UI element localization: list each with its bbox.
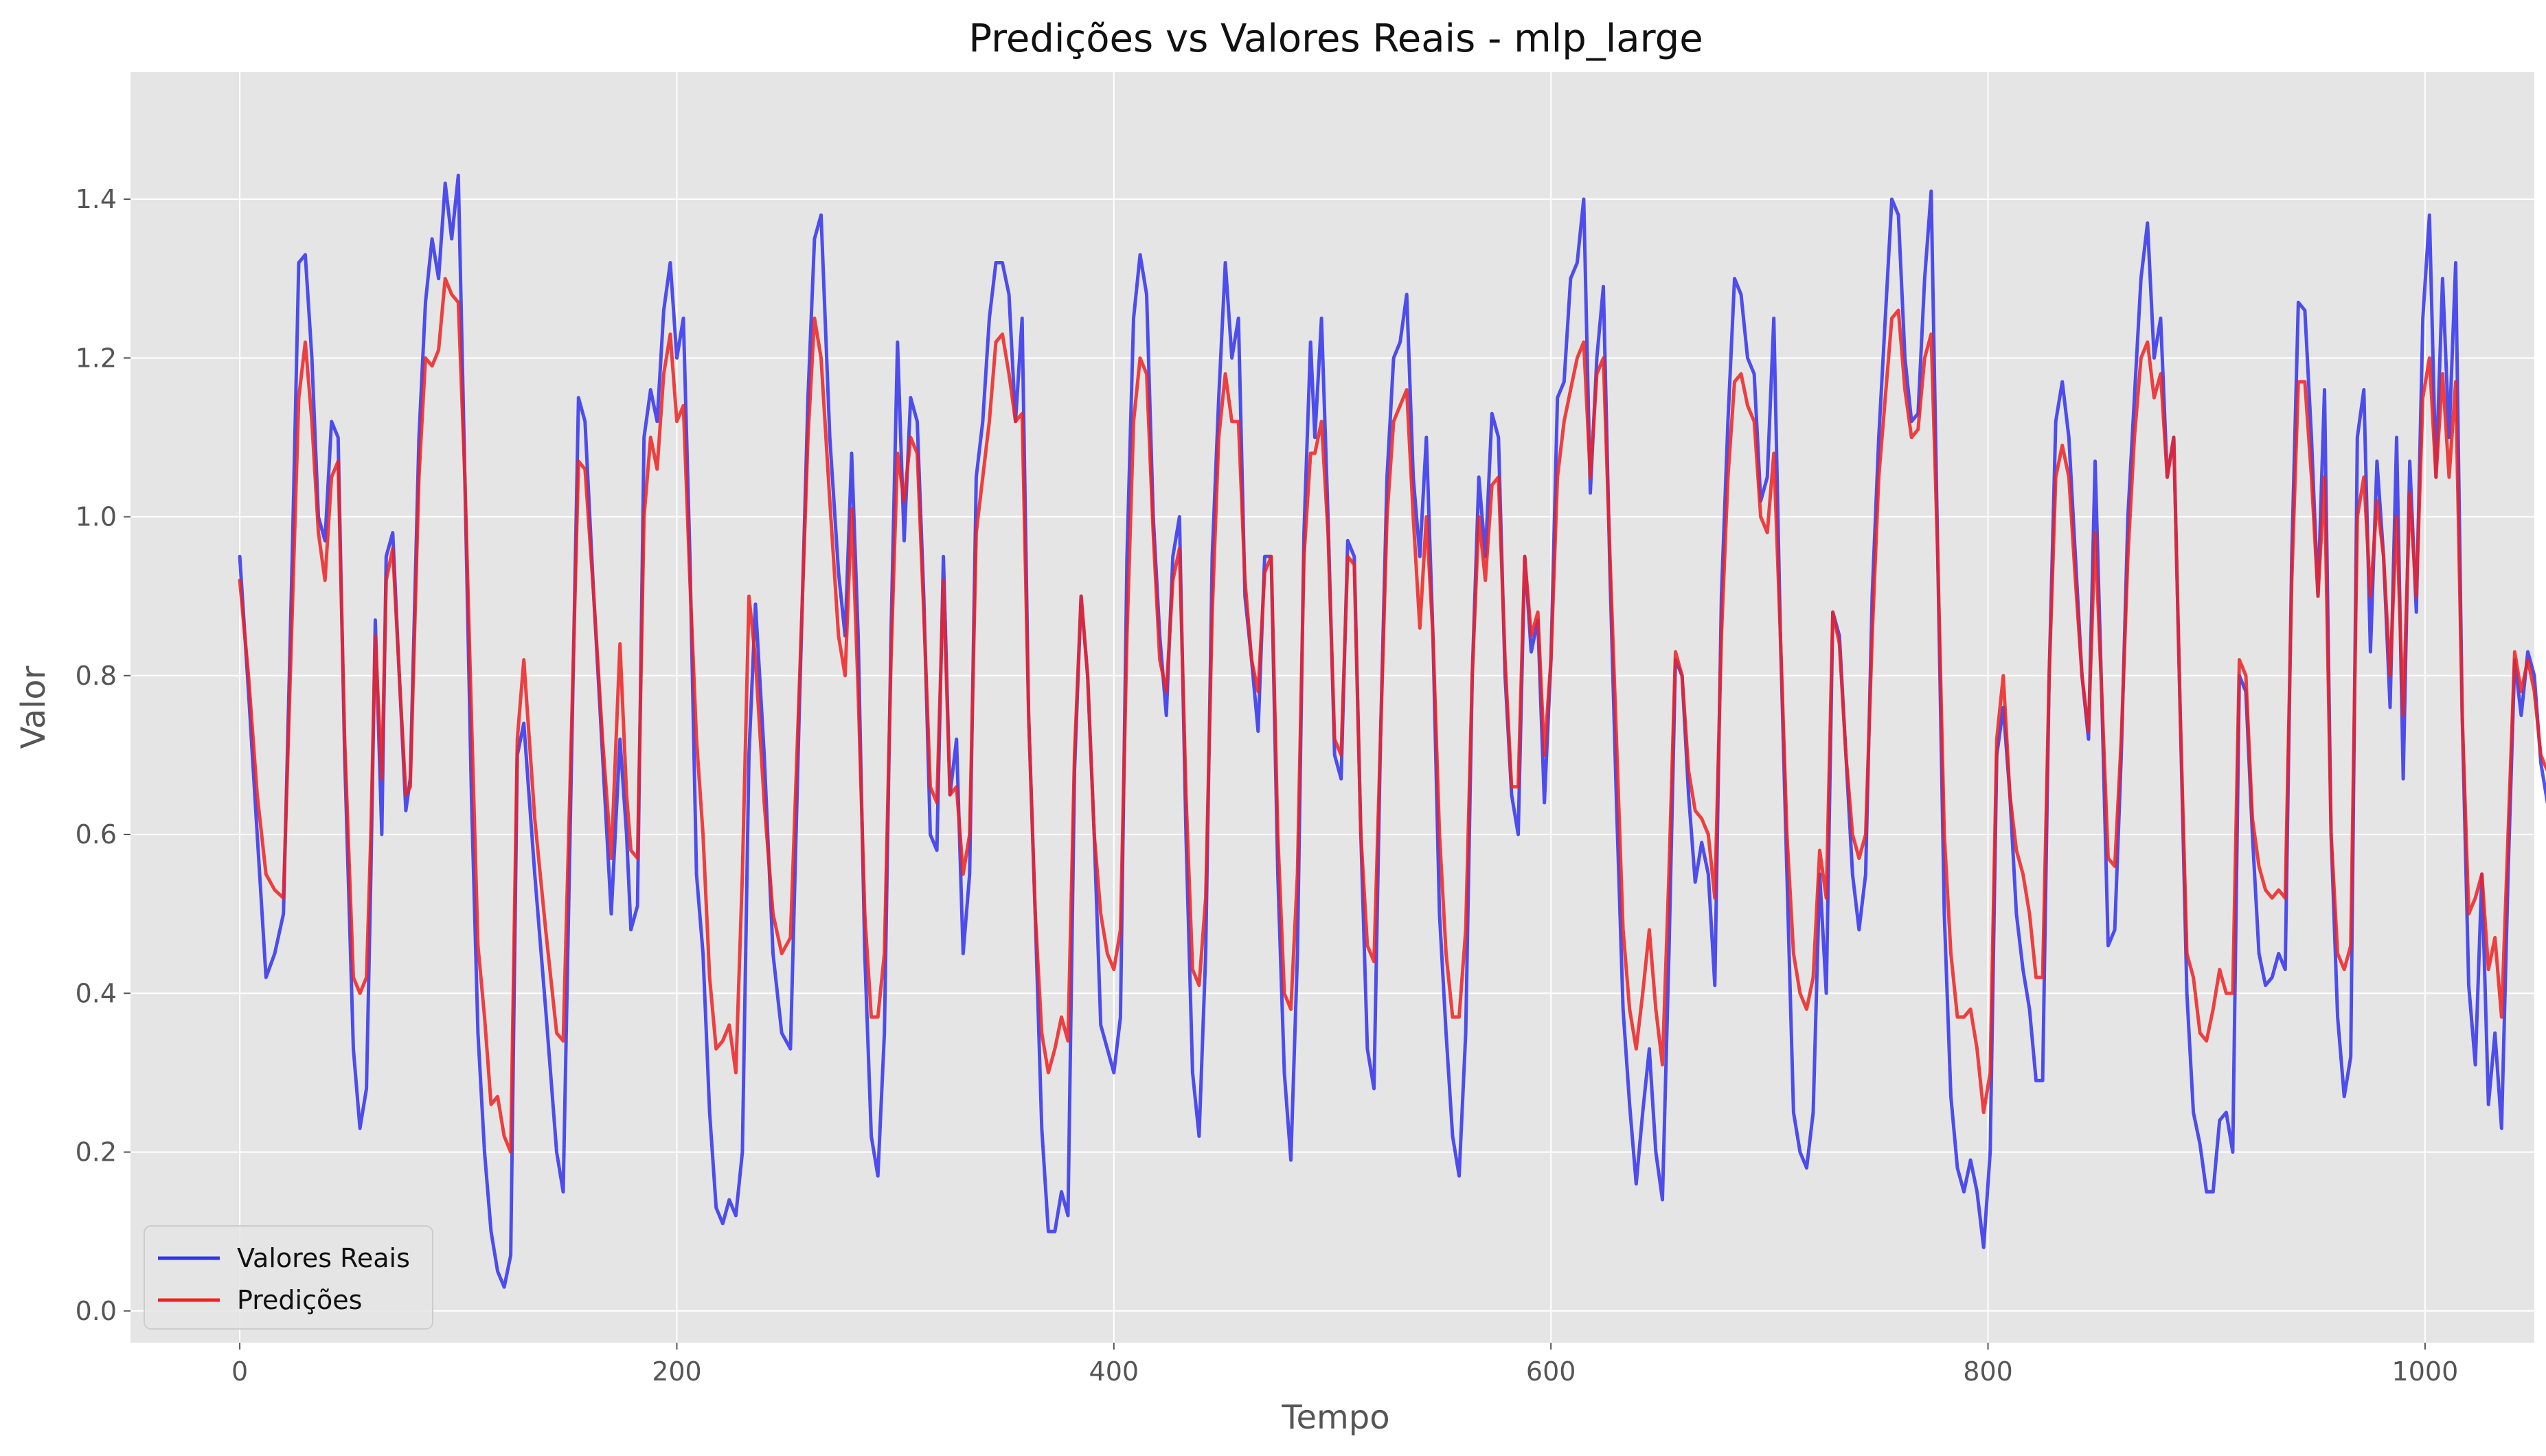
legend-label-valores-reais: Valores Reais — [237, 1243, 410, 1273]
ticks-layer: 0 200 400 600 800 1000 0.0 0.2 0.4 0.6 0.8 1.0 1.2 1.… — [76, 184, 2459, 1387]
x-tick-label: 1000 — [2392, 1356, 2459, 1387]
y-tick-label: 0.4 — [76, 978, 117, 1008]
x-tick-label: 600 — [1526, 1356, 1576, 1387]
chart-title: Predições vs Valores Reais - mlp_large — [968, 16, 1703, 61]
x-tick-label: 400 — [1089, 1356, 1139, 1387]
y-tick-label: 0.6 — [76, 819, 117, 850]
y-tick-label: 1.4 — [76, 184, 117, 214]
y-tick-label: 1.2 — [76, 343, 117, 373]
y-tick-label: 1.0 — [76, 502, 117, 532]
x-axis-label: Tempo — [1281, 1398, 1389, 1437]
x-tick-label: 800 — [1963, 1356, 2013, 1387]
legend: Valores Reais Predições — [144, 1225, 433, 1330]
series-layer — [238, 173, 2546, 1289]
y-tick-label: 0.2 — [76, 1137, 117, 1168]
x-tick-label: 0 — [231, 1356, 248, 1387]
legend-label-predicoes: Predições — [237, 1285, 362, 1315]
y-axis-label: Valor — [14, 666, 53, 749]
legend-box — [144, 1225, 433, 1330]
series-line-predicoes — [238, 277, 2546, 1154]
x-tick-label: 200 — [652, 1356, 702, 1387]
y-tick-label: 0.8 — [76, 661, 117, 691]
y-tick-label: 0.0 — [76, 1296, 117, 1326]
